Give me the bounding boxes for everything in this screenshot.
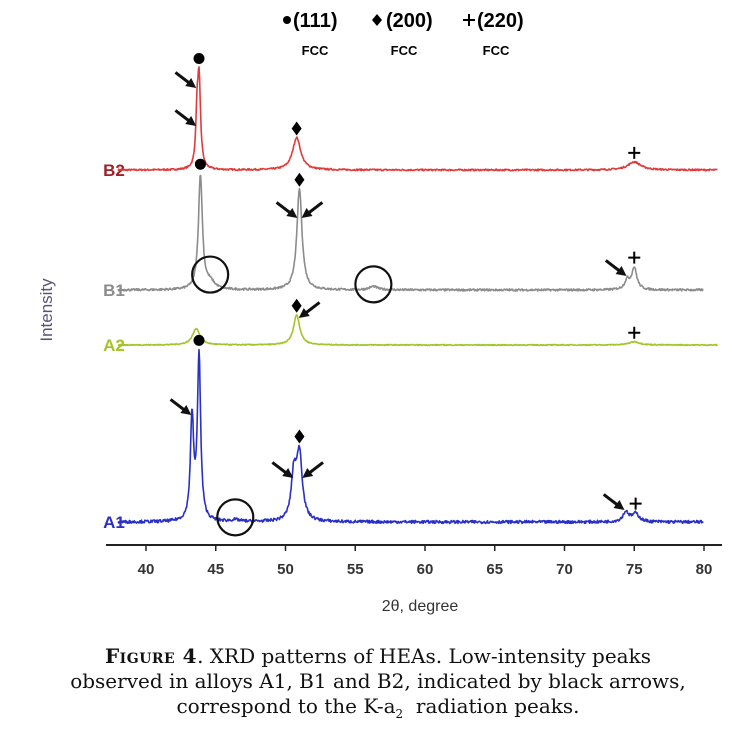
arrow-icon [271,461,294,478]
x-tick-label-40: 40 [138,561,155,578]
circle-marker-icon [194,158,206,170]
caption-line-3: correspond to the K-a2 radiation peaks. [0,694,756,727]
xrd-chart: (111) FCC (200) FCC (220) FCC Intensity … [37,10,722,615]
trace-A1 [117,348,704,525]
arrow-icon [174,71,197,88]
arrow-icon [302,461,324,478]
legend-sublabel-220: FCC [483,43,510,58]
legend-label-220: (220) [477,10,524,32]
legend-item-200: (200) FCC [372,10,433,58]
legend-item-220: (220) FCC [463,10,524,58]
x-tick-label-80: 80 [696,561,713,578]
arrow-icon [275,201,298,218]
series-label-B2: B2 [103,161,125,180]
circle-highlight [191,255,230,294]
diamond-marker-icon [291,121,302,136]
plus-marker-icon [628,251,641,264]
plus-marker-icon [463,14,475,26]
plus-marker-icon [628,146,641,159]
annotations [169,52,642,537]
series-label-A2: A2 [103,336,125,355]
legend-label-111: (111) [293,10,337,32]
xrd-traces [117,66,719,525]
circle-marker-icon [193,334,205,346]
trace-A2 [117,314,719,347]
x-axis-ticks: 40 45 50 55 60 65 70 75 80 [138,545,713,578]
series-label-A1: A1 [103,513,125,532]
arrow-icon [301,201,324,218]
arrow-icon [169,398,192,415]
caption-text-3a: correspond to the K-a [176,694,396,718]
x-tick-label-55: 55 [347,561,364,578]
caption-text-1: . XRD patterns of HEAs. Low-intensity pe… [197,644,651,668]
x-tick-label-75: 75 [626,561,643,578]
x-tick-label-60: 60 [417,561,434,578]
arrow-icon [298,301,321,318]
trace-B2 [117,66,718,172]
circle-highlight [354,265,393,304]
diamond-marker-icon [291,298,302,313]
caption-text-3b: radiation peaks. [403,694,580,718]
series-label-B1: B1 [103,281,125,300]
diamond-marker-icon [372,14,382,26]
x-tick-label-70: 70 [556,561,573,578]
arrow-icon [602,493,625,510]
caption-line-1: Figure 4. XRD patterns of HEAs. Low-inte… [0,644,756,669]
circle-marker-icon [283,16,291,24]
x-tick-label-45: 45 [207,561,224,578]
legend: (111) FCC (200) FCC (220) FCC [283,10,524,58]
arrow-icon [174,109,197,126]
series-labels: B2 B1 A2 A1 [103,161,128,532]
caption-subscript: 2 [395,707,404,721]
x-tick-label-50: 50 [277,561,294,578]
caption-figure-label: Figure 4 [104,644,198,668]
y-axis-label: Intensity [37,278,56,342]
legend-sublabel-200: FCC [391,43,418,58]
x-tick-label-65: 65 [486,561,503,578]
legend-item-111: (111) FCC [283,10,337,58]
plus-marker-icon [629,497,642,510]
caption-line-2: observed in alloys A1, B1 and B2, indica… [70,669,686,693]
circle-marker-icon [193,52,205,64]
diamond-marker-icon [294,172,305,187]
legend-label-200: (200) [386,10,433,32]
plus-marker-icon [628,326,641,339]
diamond-marker-icon [294,429,305,444]
arrow-icon [604,259,627,276]
x-axis-label: 2θ, degree [382,598,459,615]
figure-caption: Figure 4. XRD patterns of HEAs. Low-inte… [0,644,756,727]
legend-sublabel-111: FCC [302,43,329,58]
trace-B1 [117,174,704,292]
circle-highlight [216,498,255,537]
